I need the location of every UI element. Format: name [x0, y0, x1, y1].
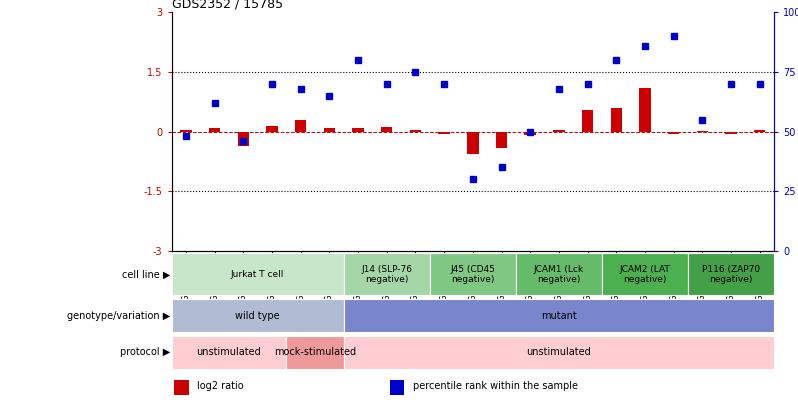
Bar	[175, 380, 189, 395]
Text: unstimulated: unstimulated	[527, 347, 591, 357]
Bar	[668, 132, 679, 134]
Bar	[602, 254, 688, 295]
Text: percentile rank within the sample: percentile rank within the sample	[413, 381, 578, 391]
Bar	[381, 127, 393, 132]
Bar	[389, 380, 404, 395]
Text: P116 (ZAP70
negative): P116 (ZAP70 negative)	[702, 265, 760, 284]
Bar	[352, 128, 364, 132]
Bar	[467, 132, 479, 153]
Bar	[610, 108, 622, 132]
Bar	[409, 130, 421, 132]
Bar	[344, 300, 774, 332]
Bar	[754, 130, 765, 132]
Bar	[295, 120, 306, 132]
Bar	[172, 336, 286, 369]
Text: Jurkat T cell: Jurkat T cell	[231, 270, 284, 279]
Bar	[238, 132, 249, 145]
Bar	[524, 132, 536, 135]
Text: wild type: wild type	[235, 311, 280, 321]
Text: mock-stimulated: mock-stimulated	[274, 347, 356, 357]
Bar	[344, 336, 774, 369]
Text: log2 ratio: log2 ratio	[197, 381, 244, 391]
Bar	[172, 300, 344, 332]
Text: J14 (SLP-76
negative): J14 (SLP-76 negative)	[361, 265, 413, 284]
Bar	[344, 254, 430, 295]
Bar	[286, 336, 344, 369]
Bar	[688, 254, 774, 295]
Bar	[639, 88, 650, 132]
Bar	[172, 254, 344, 295]
Text: protocol ▶: protocol ▶	[120, 347, 170, 357]
Text: unstimulated: unstimulated	[196, 347, 261, 357]
Text: genotype/variation ▶: genotype/variation ▶	[67, 311, 170, 321]
Text: cell line ▶: cell line ▶	[122, 269, 170, 279]
Text: J45 (CD45
negative): J45 (CD45 negative)	[450, 265, 496, 284]
Text: GDS2352 / 15785: GDS2352 / 15785	[172, 0, 282, 10]
Bar	[496, 132, 508, 148]
Text: JCAM1 (Lck
negative): JCAM1 (Lck negative)	[534, 265, 584, 284]
Bar	[430, 254, 516, 295]
Bar	[516, 254, 602, 295]
Bar	[324, 128, 335, 132]
Bar	[438, 132, 450, 134]
Bar	[553, 130, 565, 132]
Bar	[582, 110, 593, 132]
Bar	[725, 132, 737, 134]
Bar	[267, 126, 278, 132]
Text: mutant: mutant	[541, 311, 577, 321]
Bar	[180, 130, 192, 132]
Bar	[697, 131, 708, 132]
Bar	[209, 128, 220, 132]
Text: JCAM2 (LAT
negative): JCAM2 (LAT negative)	[619, 265, 670, 284]
